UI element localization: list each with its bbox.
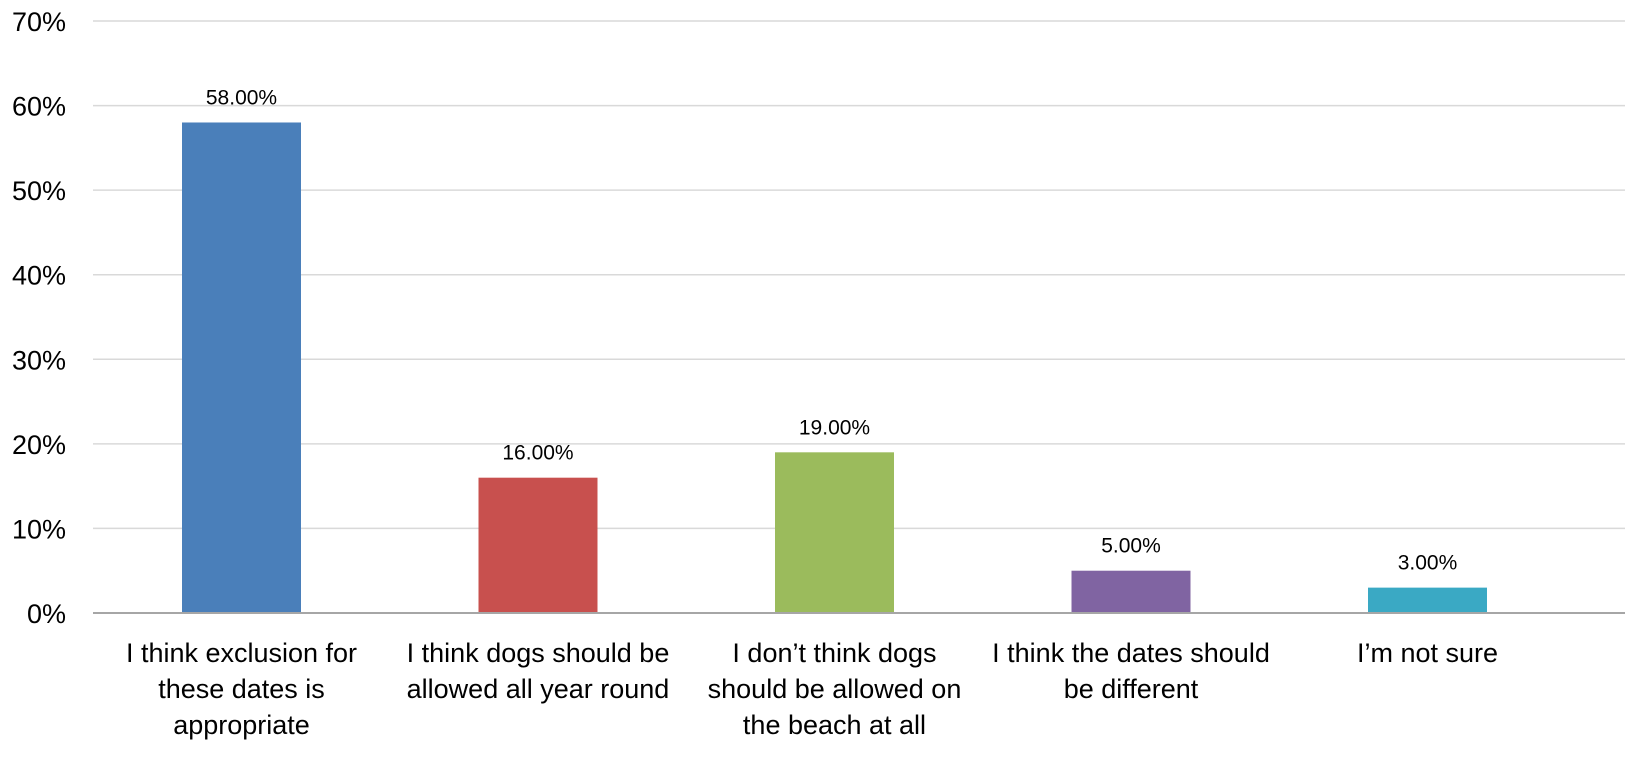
category-label-line: allowed all year round <box>407 674 670 704</box>
category-label-line: I’m not sure <box>1357 638 1498 668</box>
category-label-line: be different <box>1064 674 1199 704</box>
category-label: I’m not sure <box>1357 638 1498 668</box>
category-label-line: appropriate <box>173 710 310 740</box>
bar <box>775 452 894 613</box>
data-label: 5.00% <box>1101 535 1161 558</box>
y-tick-label: 0% <box>27 599 66 629</box>
y-tick-label: 10% <box>12 514 66 544</box>
category-label-line: I think dogs should be <box>407 638 670 668</box>
bar <box>1071 570 1191 613</box>
category-label-line: should be allowed on <box>708 674 962 704</box>
y-tick-label: 60% <box>12 92 66 122</box>
y-tick-label: 30% <box>12 345 66 375</box>
category-label: I think dogs should be allowed all year r… <box>407 638 670 704</box>
data-label: 16.00% <box>502 442 573 465</box>
data-label: 3.00% <box>1398 552 1458 575</box>
y-tick-label: 40% <box>12 261 66 291</box>
bar <box>182 122 301 613</box>
category-label-line: I don’t think dogs <box>732 638 936 668</box>
data-label: 58.00% <box>206 86 277 109</box>
category-label-line: I think the dates should <box>992 638 1270 668</box>
bar <box>478 477 598 613</box>
y-tick-label: 70% <box>12 7 66 37</box>
category-label: I think the dates should be different <box>992 638 1270 704</box>
bar <box>1368 587 1487 613</box>
category-label: I think exclusion for these dates is appro… <box>126 638 357 740</box>
category-label-line: I think exclusion for <box>126 638 357 668</box>
category-label: I don’t think dogs should be allowed on th… <box>708 638 962 740</box>
data-label: 19.00% <box>799 416 870 439</box>
category-label-line: these dates is <box>158 674 325 704</box>
category-label-line: the beach at all <box>743 710 926 740</box>
y-tick-label: 20% <box>12 430 66 460</box>
y-tick-label: 50% <box>12 176 66 206</box>
